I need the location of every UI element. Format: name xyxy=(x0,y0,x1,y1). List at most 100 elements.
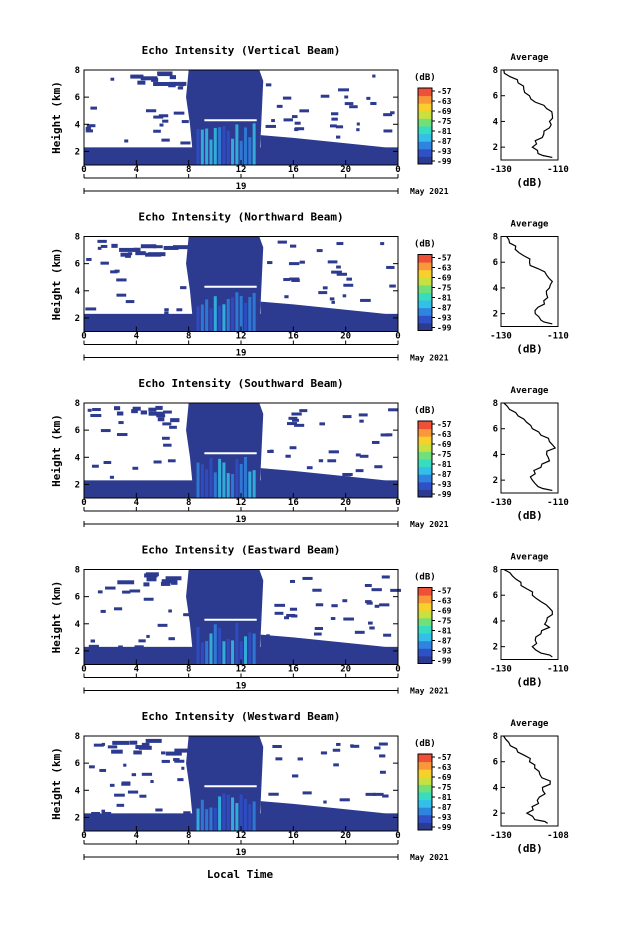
echo-speckle xyxy=(355,453,361,457)
echo-rain-streak xyxy=(235,622,239,665)
colorbar-frame xyxy=(417,87,433,165)
echo-speckle xyxy=(128,813,138,817)
colorbar-tick-label: -99 xyxy=(437,657,452,666)
colorbar-swatch xyxy=(418,315,432,324)
echo-rain-streak xyxy=(222,304,226,332)
y-tick-label: 4 xyxy=(75,453,81,463)
colorbar-swatch xyxy=(418,292,432,301)
profile-x-tick-label: -130 xyxy=(490,665,512,675)
echo-speckle xyxy=(164,308,169,312)
echo-speckle xyxy=(379,770,386,774)
echo-speckle xyxy=(366,601,373,605)
echo-speckle xyxy=(265,83,272,87)
echo-speckle xyxy=(161,138,170,142)
profile-y-tick-label: 8 xyxy=(493,66,498,76)
echo-speckle xyxy=(172,245,189,250)
echo-rain-streak xyxy=(205,469,209,498)
colorbar-tick-label: -93 xyxy=(437,314,452,323)
x-tick-label: 0 xyxy=(395,831,400,841)
echo-speckle xyxy=(85,129,93,133)
profile-line xyxy=(503,402,557,492)
colorbar-swatch xyxy=(418,617,432,626)
colorbar-unit: (dB) xyxy=(414,739,436,749)
echo-speckle xyxy=(116,433,128,437)
profile-x-label: (dB) xyxy=(516,176,543,189)
colorbar-tick-label: -81 xyxy=(437,127,452,136)
echo-speckle xyxy=(88,765,95,769)
colorbar-tick-label: -93 xyxy=(437,480,452,489)
x-tick-label: 4 xyxy=(134,165,140,175)
echo-speckle xyxy=(289,446,297,450)
echo-speckle xyxy=(113,406,121,411)
y-tick-label: 8 xyxy=(75,566,80,576)
echo-rain-streak xyxy=(196,306,200,332)
date-label: May 2021 xyxy=(410,187,449,196)
echo-speckle xyxy=(346,277,352,281)
echo-speckle xyxy=(100,609,106,613)
profile-line xyxy=(506,236,554,325)
echo-rain-streak xyxy=(222,641,226,665)
echo-rain-streak xyxy=(231,297,235,332)
colorbar-swatch xyxy=(418,625,432,634)
colorbar-swatch xyxy=(418,633,432,642)
echo-speckle xyxy=(331,117,338,121)
colorbar-swatch xyxy=(418,262,432,271)
profile-frame xyxy=(500,569,559,660)
echo-speckle xyxy=(148,407,157,412)
echo-speckle xyxy=(131,773,137,777)
x-tick-label: 0 xyxy=(395,165,400,175)
x-tick-label: 4 xyxy=(134,665,140,675)
echo-speckle xyxy=(87,481,95,485)
echo-speckle xyxy=(139,794,147,798)
colorbar-swatch xyxy=(418,481,432,490)
echo-speckle xyxy=(124,139,129,143)
echo-rain-streak xyxy=(213,127,217,165)
echo-speckle xyxy=(385,433,393,437)
echo-speckle xyxy=(318,291,328,295)
colorbar-unit: (dB) xyxy=(414,406,436,416)
echo-speckle xyxy=(290,579,296,583)
echo-speckle xyxy=(133,750,142,755)
day-label: 19 xyxy=(236,848,247,858)
echo-speckle xyxy=(138,745,152,750)
echo-rain-streak xyxy=(205,299,209,332)
echo-speckle xyxy=(86,257,92,261)
colorbar-tick-label: -99 xyxy=(437,490,452,499)
echo-speckle xyxy=(129,740,138,745)
echo-speckle xyxy=(360,298,371,302)
y-tick-label: 4 xyxy=(75,620,81,630)
y-tick-label: 6 xyxy=(75,260,80,270)
echo-speckle xyxy=(121,782,131,786)
echo-speckle xyxy=(90,639,96,643)
colorbar-tick-label: -57 xyxy=(437,87,452,96)
profile-frame xyxy=(500,735,559,827)
echo-rain-streak xyxy=(222,126,226,165)
echo-speckle xyxy=(359,419,364,423)
echo-speckle xyxy=(314,627,324,631)
x-tick-label: 4 xyxy=(134,498,140,508)
colorbar-swatch xyxy=(418,88,432,97)
echo-speckle xyxy=(97,590,103,594)
echo-rain-streak xyxy=(248,137,252,165)
echo-speckle xyxy=(116,411,124,416)
echo-speckle xyxy=(162,436,170,440)
echo-speckle xyxy=(306,310,311,314)
colorbar-swatch xyxy=(418,784,432,793)
echo-speckle xyxy=(358,413,368,417)
heatmap-cells xyxy=(84,569,401,665)
echo-speckle xyxy=(123,763,127,767)
echo-rain-streak xyxy=(209,457,213,498)
y-tick-label: 2 xyxy=(75,314,80,324)
echo-speckle xyxy=(109,783,115,787)
profile-y-tick-label: 4 xyxy=(493,617,499,627)
echo-rain-streak xyxy=(252,123,256,165)
colorbar-tick-label: -75 xyxy=(437,450,452,459)
echo-speckle xyxy=(145,738,162,743)
profile-line xyxy=(503,69,554,159)
profile-x-tick-label: -130 xyxy=(490,831,512,841)
x-tick-label: 0 xyxy=(81,498,86,508)
echo-rain-streak xyxy=(252,801,256,831)
date-label: May 2021 xyxy=(410,687,449,696)
x-tick-label: 16 xyxy=(288,665,299,675)
panel-title: Echo Intensity (Vertical Beam) xyxy=(142,44,341,57)
